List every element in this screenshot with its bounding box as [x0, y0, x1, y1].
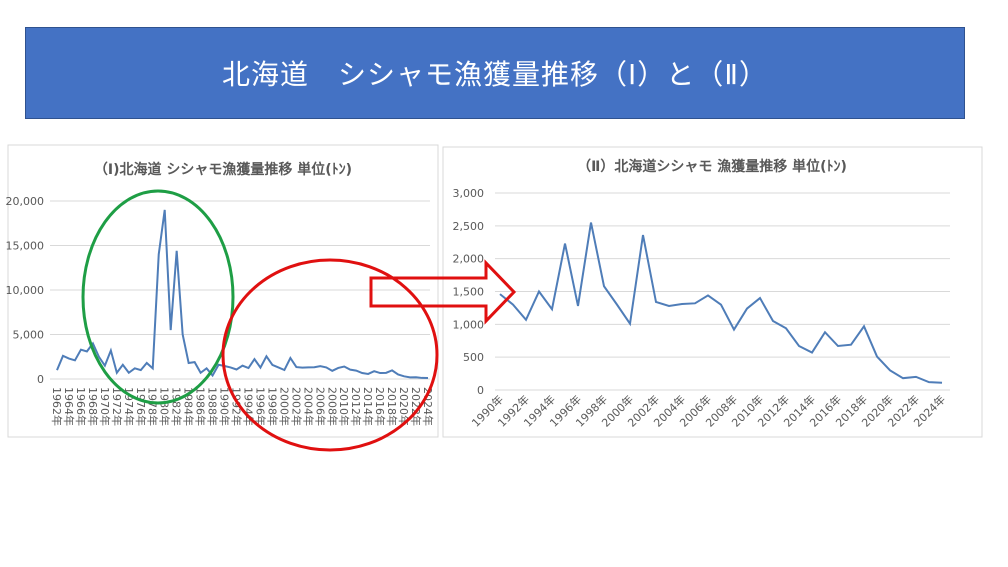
x-tick-label: 2000年 — [277, 387, 291, 426]
green-highlight-ellipse — [81, 189, 235, 405]
y-tick-label: 15,000 — [6, 240, 45, 253]
x-tick-label: 2014年 — [361, 387, 375, 426]
x-tick-label: 1986年 — [194, 387, 208, 426]
x-tick-label: 1972年 — [110, 387, 124, 426]
x-tick-label: 2008年 — [325, 387, 339, 426]
x-tick-label: 2002年 — [289, 387, 303, 426]
x-tick-label: 2020年 — [397, 387, 411, 426]
chart1-frame — [7, 144, 439, 438]
x-tick-label: 1962年 — [50, 387, 64, 426]
x-tick-label: 1996年 — [253, 387, 267, 426]
y-tick-label: 3,000 — [453, 187, 485, 200]
x-tick-label: 2004年 — [301, 387, 315, 426]
y-tick-label: 2,500 — [453, 220, 485, 233]
x-tick-label: 1968年 — [86, 387, 100, 426]
x-tick-label: 2018年 — [385, 387, 399, 426]
arrow-right-icon — [369, 259, 517, 325]
slide-title: 北海道 シシャモ漁獲量推移（Ⅰ）と（Ⅱ） — [25, 27, 965, 119]
x-tick-label: 1964年 — [62, 387, 76, 426]
y-tick-label: 1,000 — [453, 318, 485, 331]
x-tick-label: 1976年 — [134, 387, 148, 426]
x-tick-label: 1998年 — [265, 387, 279, 426]
x-tick-label: 1966年 — [74, 387, 88, 426]
y-tick-label: 0 — [37, 373, 44, 386]
y-tick-label: 0 — [477, 384, 484, 397]
x-tick-label: 1978年 — [146, 387, 160, 426]
x-tick-label: 2012年 — [349, 387, 363, 426]
y-tick-label: 10,000 — [6, 284, 45, 297]
x-tick-label: 2010年 — [337, 387, 351, 426]
x-tick-label: 2006年 — [313, 387, 327, 426]
x-tick-label: 1988年 — [206, 387, 220, 426]
chart1-title: （Ⅰ)北海道 シシャモ漁獲量推移 単位(ﾄﾝ) — [94, 161, 352, 178]
x-tick-label: 2016年 — [373, 387, 387, 426]
y-tick-label: 1,500 — [453, 286, 485, 299]
y-tick-label: 2,000 — [453, 253, 485, 266]
y-tick-label: 20,000 — [6, 195, 45, 208]
y-tick-label: 5,000 — [13, 329, 45, 342]
y-tick-label: 500 — [463, 351, 484, 364]
red-highlight-ellipse — [221, 258, 439, 452]
chart2-title: （Ⅱ）北海道シシャモ 漁獲量推移 単位(ﾄﾝ) — [577, 158, 847, 175]
x-tick-label: 1982年 — [170, 387, 184, 426]
x-tick-label: 1970年 — [98, 387, 112, 426]
x-tick-label: 1980年 — [158, 387, 172, 426]
x-tick-label: 1994年 — [241, 387, 255, 426]
x-tick-label: 1990年 — [218, 387, 232, 426]
